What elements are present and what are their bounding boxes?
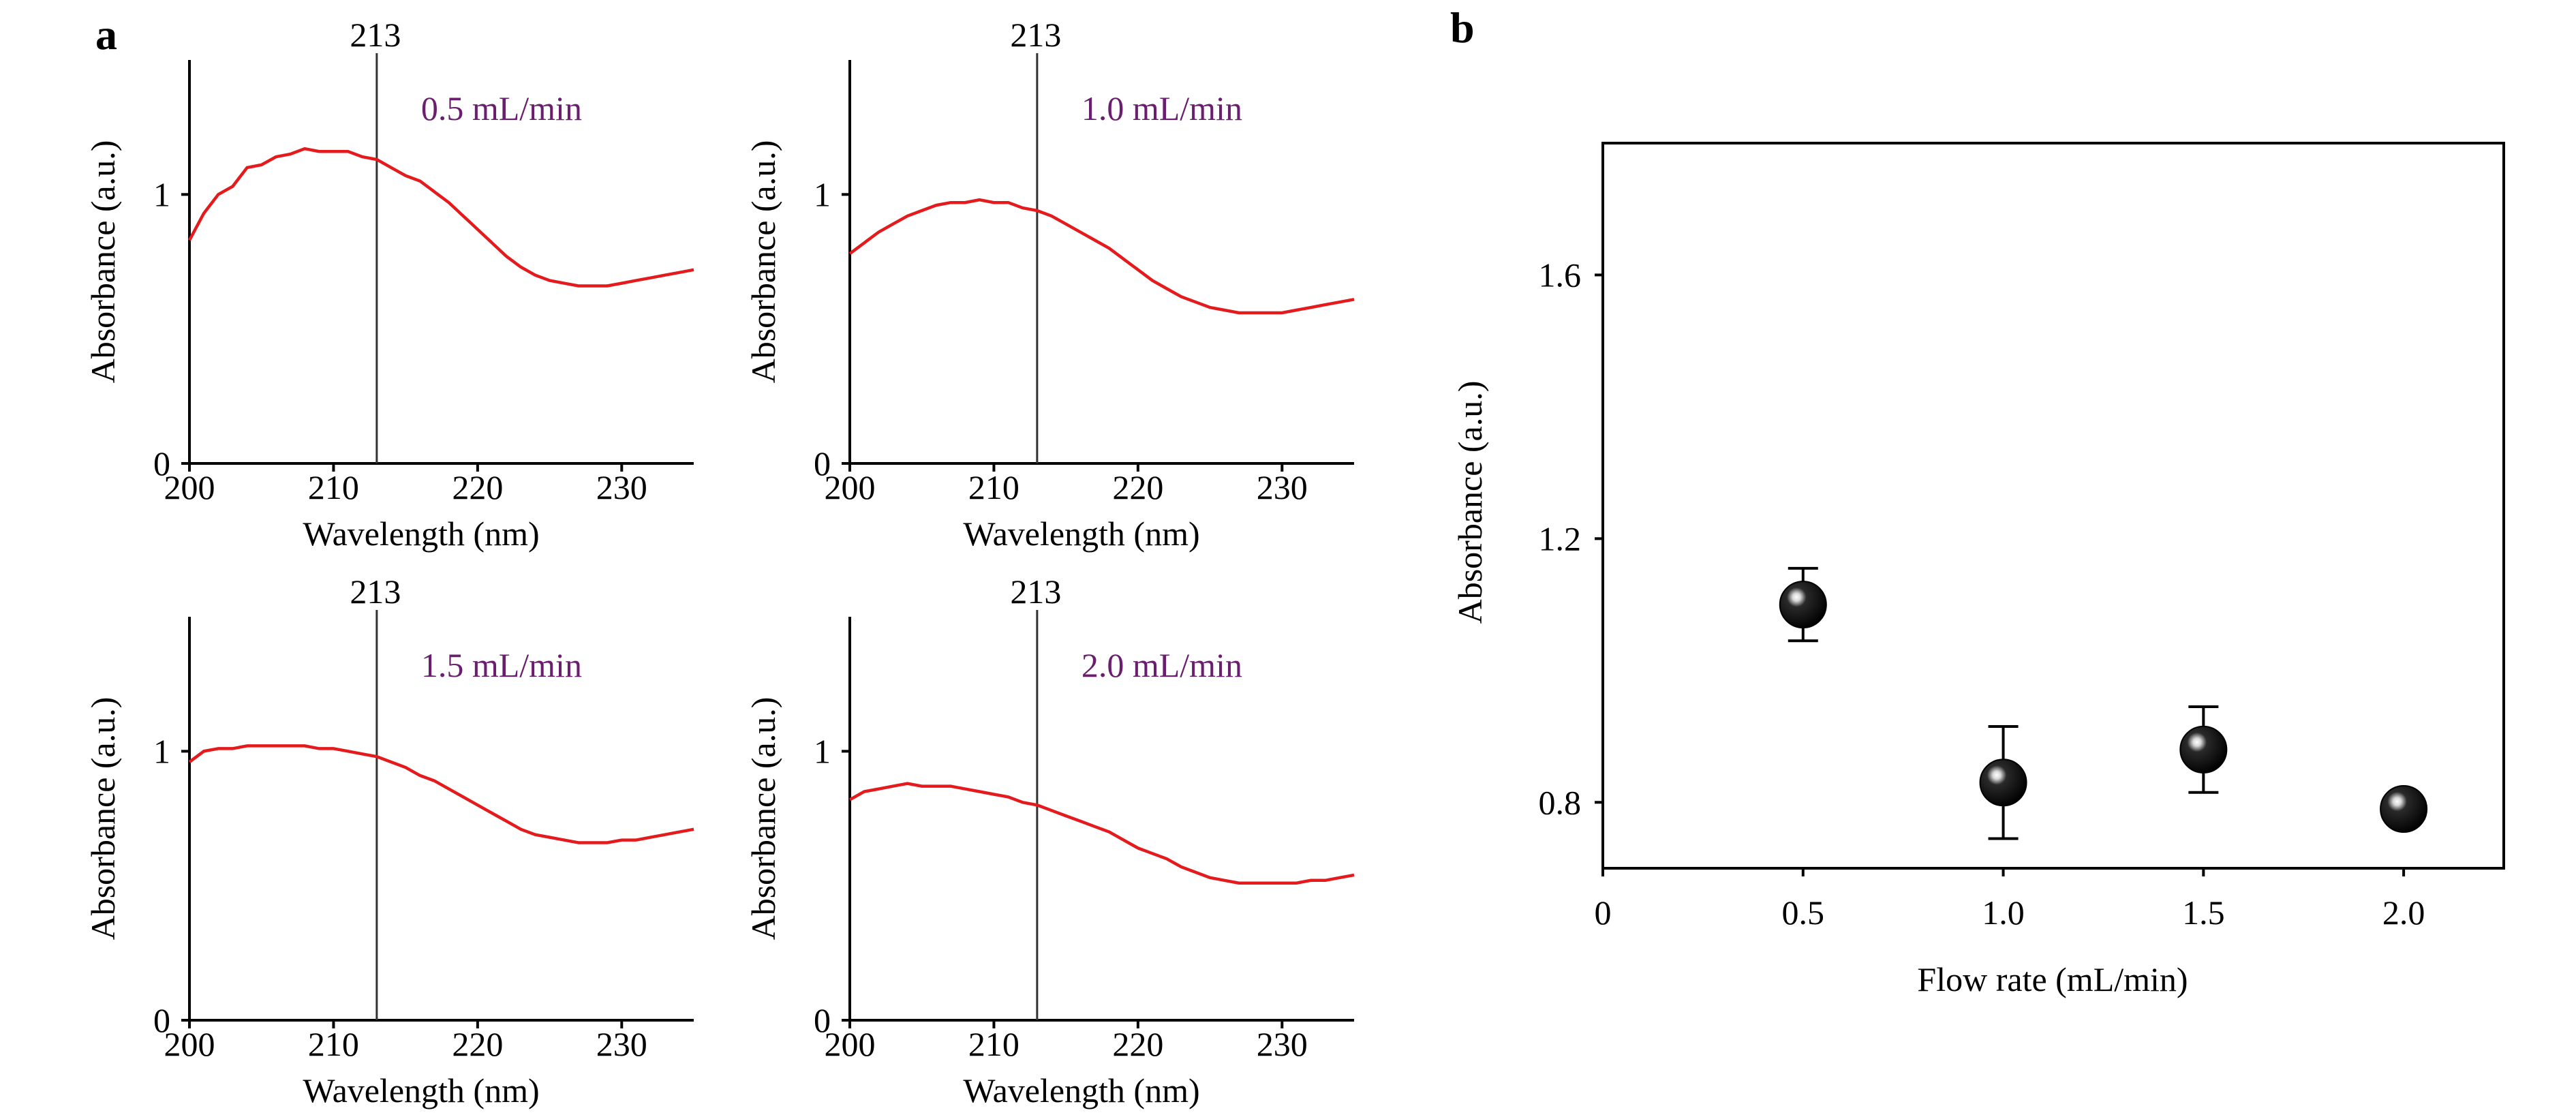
reference-line-label: 213 bbox=[1010, 16, 1061, 54]
x-tick-label: 0.5 bbox=[1782, 893, 1825, 932]
flow-rate-label: 1.5 mL/min bbox=[421, 646, 582, 684]
absorbance-curve bbox=[848, 782, 1355, 885]
x-tick-label: 200 bbox=[164, 468, 215, 506]
data-point bbox=[1779, 581, 1827, 629]
flow-rate-label: 2.0 mL/min bbox=[1082, 646, 1242, 684]
y-tick-label: 1.2 bbox=[1539, 519, 1582, 557]
x-tick-label: 220 bbox=[1112, 1025, 1163, 1063]
plot-frame bbox=[1601, 142, 2505, 870]
data-point bbox=[1979, 759, 2027, 807]
flow-rate-scatter: 0 0.5 1.0 1.5 2.0 0.8 1.2 1.6 Flow rate (mL/min)… bbox=[1451, 142, 2505, 998]
x-tick-label: 220 bbox=[452, 1025, 503, 1063]
y-axis-title: Absorbance (a.u.) bbox=[84, 140, 122, 384]
absorbance-curve bbox=[188, 744, 694, 844]
y-tick-label: 1.6 bbox=[1539, 256, 1582, 294]
x-tick-label: 2.0 bbox=[2382, 893, 2425, 932]
x-tick-label: 230 bbox=[596, 468, 647, 506]
data-point bbox=[2380, 784, 2428, 833]
x-tick-label: 230 bbox=[1257, 468, 1308, 506]
reference-line-label: 213 bbox=[350, 16, 401, 54]
x-tick-label: 210 bbox=[308, 468, 359, 506]
x-tick-label: 230 bbox=[596, 1025, 647, 1063]
y-tick-label: 0 bbox=[153, 1001, 170, 1039]
x-tick-label: 220 bbox=[1112, 468, 1163, 506]
flow-rate-label: 1.0 mL/min bbox=[1082, 89, 1242, 127]
x-tick-label: 0 bbox=[1595, 893, 1612, 932]
y-tick-label: 0 bbox=[153, 444, 170, 483]
x-tick-label: 210 bbox=[308, 1025, 359, 1063]
x-tick-label: 200 bbox=[825, 1025, 876, 1063]
y-axis-title: Absorbance (a.u.) bbox=[744, 697, 782, 940]
spectrum-panel-3: 200 210 220 230 0 1 Wavelength (nm) Absorbance … bbox=[84, 572, 694, 1110]
spectrum-panel-4: 200 210 220 230 0 1 Wavelength (nm) Absorbance … bbox=[744, 572, 1355, 1110]
y-tick-label: 0.8 bbox=[1539, 783, 1582, 821]
spectrum-panel-2: 200 210 220 230 0 1 Wavelength (nm) Absorbance … bbox=[744, 16, 1355, 553]
x-axis-title: Flow rate (mL/min) bbox=[1917, 960, 2188, 998]
x-axis-title: Wavelength (nm) bbox=[303, 1071, 539, 1110]
x-tick-label: 200 bbox=[164, 1025, 215, 1063]
data-point bbox=[2179, 725, 2228, 774]
y-tick-label: 0 bbox=[814, 444, 831, 483]
x-tick-label: 230 bbox=[1257, 1025, 1308, 1063]
x-tick-label: 200 bbox=[825, 468, 876, 506]
y-tick-label: 1 bbox=[814, 732, 831, 770]
x-tick-label: 220 bbox=[452, 468, 503, 506]
panel-a-letter: a bbox=[95, 10, 117, 59]
x-tick-label: 210 bbox=[968, 468, 1019, 506]
y-axis-title: Absorbance (a.u.) bbox=[84, 697, 122, 940]
reference-line-label: 213 bbox=[1010, 572, 1061, 611]
x-axis-title: Wavelength (nm) bbox=[303, 515, 539, 553]
flow-rate-label: 0.5 mL/min bbox=[421, 89, 582, 127]
y-tick-label: 1 bbox=[153, 175, 170, 213]
y-axis-title: Absorbance (a.u.) bbox=[1451, 381, 1489, 624]
x-tick-label: 1.5 bbox=[2182, 893, 2225, 932]
spectra-panels: 200 210 220 230 0 1 Wavelength (nm) Absorbance … bbox=[84, 16, 1355, 1110]
y-axis-title: Absorbance (a.u.) bbox=[744, 140, 782, 384]
x-axis-title: Wavelength (nm) bbox=[963, 1071, 1199, 1110]
y-tick-label: 0 bbox=[814, 1001, 831, 1039]
panel-b-letter: b bbox=[1450, 3, 1475, 52]
x-axis-title: Wavelength (nm) bbox=[963, 515, 1199, 553]
y-tick-label: 1 bbox=[153, 732, 170, 770]
absorbance-curve bbox=[848, 198, 1355, 315]
x-tick-label: 1.0 bbox=[1982, 893, 2025, 932]
x-tick-label: 210 bbox=[968, 1025, 1019, 1063]
reference-line-label: 213 bbox=[350, 572, 401, 611]
y-tick-label: 1 bbox=[814, 175, 831, 213]
spectrum-panel-1: 200 210 220 230 0 1 Wavelength (nm) Absorbance … bbox=[84, 16, 694, 553]
absorbance-curve bbox=[188, 147, 694, 288]
